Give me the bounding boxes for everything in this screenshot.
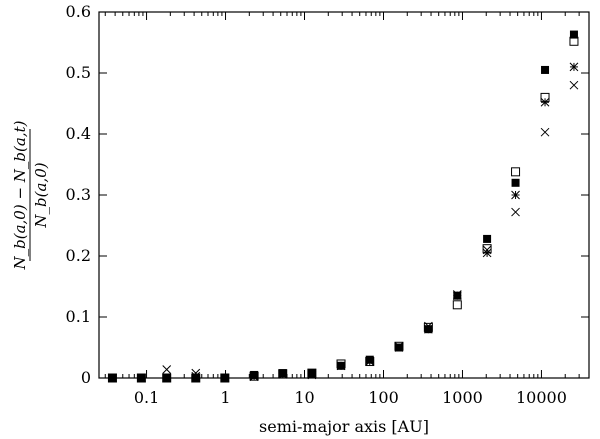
point-cross <box>137 373 146 383</box>
y-tick-label: 0 <box>81 368 91 387</box>
point-asterisk <box>540 97 550 107</box>
x-tick-label: 100 <box>368 388 399 407</box>
x-tick-label: 10000 <box>516 388 567 407</box>
y-axis-label-numerator: N_b(a,0) − N_b(a,t) <box>11 120 29 270</box>
point-cross <box>394 341 404 351</box>
point-asterisk <box>511 190 520 200</box>
point-cross <box>307 370 317 380</box>
point-filled-square <box>541 65 550 74</box>
x-tick-label: 0.1 <box>134 388 159 407</box>
point-asterisk <box>394 343 404 352</box>
data-points <box>107 30 579 383</box>
point-filled-square <box>511 178 520 187</box>
x-tick-label: 1000 <box>442 388 483 407</box>
axis-ticks <box>99 11 589 379</box>
point-filled-square <box>569 30 578 39</box>
point-asterisk <box>569 62 579 72</box>
point-cross <box>278 369 288 379</box>
point-cross <box>540 127 550 137</box>
point-filled-square <box>483 234 492 243</box>
y-tick-label: 0.1 <box>66 307 91 326</box>
tick-labels: 0 0.1 0.2 0.3 0.4 0.5 0.6 0.1 1 10 100 1000 10000 <box>66 2 567 407</box>
point-asterisk <box>307 368 317 378</box>
point-cross <box>482 245 492 255</box>
point-cross <box>365 356 375 366</box>
x-tick-label: 10 <box>294 388 314 407</box>
point-cross <box>191 368 201 378</box>
point-open-square <box>511 167 521 177</box>
point-cross <box>452 290 462 299</box>
point-cross <box>424 321 433 331</box>
point-open-square <box>569 36 579 46</box>
y-tick-label: 0.6 <box>66 2 91 21</box>
y-tick-label: 0.2 <box>66 246 91 265</box>
point-cross <box>336 361 346 371</box>
x-tick-label: 1 <box>220 388 230 407</box>
y-tick-label: 0.5 <box>66 63 91 82</box>
y-axis-label-denominator: N_b(a,0) <box>32 162 50 228</box>
point-asterisk <box>452 291 462 301</box>
y-tick-label: 0.3 <box>66 185 91 204</box>
point-cross <box>249 372 259 382</box>
point-cross <box>108 373 117 383</box>
y-axis-label: N_b(a,0) − N_b(a,t) N_b(a,0) <box>11 120 50 270</box>
point-cross <box>511 207 520 217</box>
point-asterisk <box>162 373 172 383</box>
point-cross <box>569 80 579 90</box>
x-axis-label: semi-major axis [AU] <box>259 417 429 436</box>
point-open-square <box>452 300 462 310</box>
y-tick-label: 0.4 <box>66 124 91 143</box>
point-cross <box>220 373 230 383</box>
point-cross <box>162 365 172 374</box>
